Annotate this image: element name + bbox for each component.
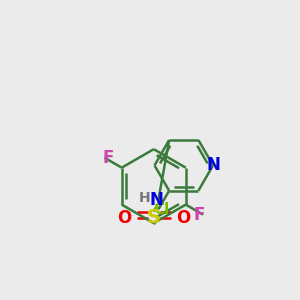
Text: F: F [194,206,205,224]
Text: O: O [176,209,190,227]
Text: S: S [147,208,161,227]
Text: N: N [150,191,164,209]
Text: F: F [103,149,114,167]
Text: H: H [139,191,150,206]
Text: Cl: Cl [153,202,170,217]
Text: O: O [117,209,132,227]
Text: N: N [206,156,220,174]
